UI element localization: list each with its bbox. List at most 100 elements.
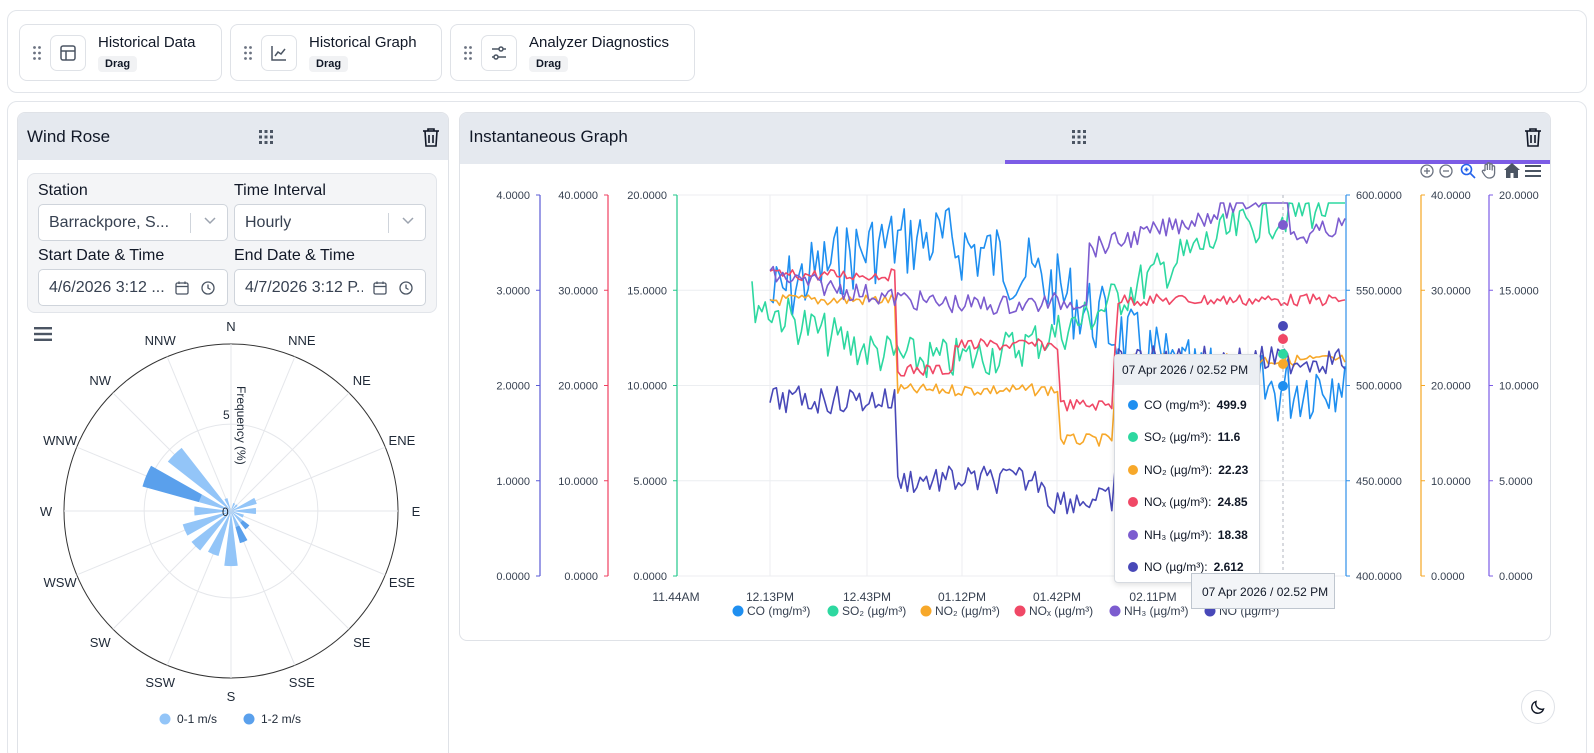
panel-title: Wind Rose: [27, 127, 111, 146]
chart-tooltip: 07 Apr 2026 / 02.52 PM CO (mg/m³): 499.9 …: [1114, 354, 1260, 583]
end-date-input[interactable]: 4/7/2026 3:12 P...: [234, 269, 426, 306]
drag-handle-icon[interactable]: [243, 45, 253, 61]
rose-direction-label: WSW: [43, 575, 77, 590]
rose-petal: [191, 511, 231, 551]
rose-petal: [231, 497, 257, 511]
home-reset-icon[interactable]: [1504, 163, 1520, 178]
selection-zoom-icon[interactable]: [1460, 163, 1476, 179]
radial-tick-0: 0: [222, 505, 229, 519]
drag-badge: Drag: [529, 56, 569, 72]
rose-petal: [207, 511, 231, 557]
drag-handle-icon[interactable]: [32, 45, 42, 61]
moon-icon: [1531, 700, 1545, 714]
pan-hand-icon[interactable]: [1481, 162, 1497, 179]
wind-rose-panel: Wind Rose Station Barrackpore, S... Time…: [17, 112, 449, 753]
panel-header: Wind Rose: [18, 113, 448, 160]
radial-axis-label: Frequency (%): [234, 386, 248, 465]
grid-drag-icon[interactable]: [258, 129, 274, 145]
widget-chip-historical-data[interactable]: Historical Data Drag: [19, 24, 222, 81]
station-label: Station: [38, 182, 88, 199]
rose-petal: [224, 511, 238, 567]
start-date-input[interactable]: 4/6/2026 3:12 ...: [38, 269, 228, 306]
station-value: Barrackpore, S...: [49, 214, 170, 231]
rose-spoke: [230, 446, 386, 512]
tooltip-row-nh3: NH₃ (µg/m³): 18.38: [1128, 528, 1248, 542]
chevron-down-icon: [204, 217, 216, 225]
panel-title: Instantaneous Graph: [469, 127, 628, 146]
trash-icon[interactable]: [422, 127, 440, 147]
drag-badge: Drag: [98, 56, 138, 72]
grid-drag-icon[interactable]: [1071, 129, 1087, 145]
tooltip-row-so2: SO₂ (µg/m³): 11.6: [1128, 430, 1240, 444]
widget-chip-analyzer-diagnostics[interactable]: Analyzer Diagnostics Drag: [450, 24, 695, 81]
rose-direction-label: ESE: [389, 575, 415, 590]
interval-value: Hourly: [245, 214, 292, 231]
clock-icon[interactable]: [201, 281, 215, 295]
widget-toolbar: Historical Data Drag Historical Graph Dr…: [7, 10, 1587, 93]
rose-petal: [224, 498, 231, 511]
widget-chip-historical-graph[interactable]: Historical Graph Drag: [230, 24, 442, 81]
rose-direction-label: NE: [353, 373, 371, 388]
tooltip-row-no: NO (µg/m³): 2.612: [1128, 560, 1244, 574]
rose-petal: [231, 504, 238, 511]
legend-label: 0-1 m/s: [177, 712, 217, 726]
rose-petal: [231, 511, 240, 528]
theme-toggle-button[interactable]: [1521, 690, 1555, 724]
rose-direction-label: E: [412, 504, 421, 519]
zoom-in-icon[interactable]: [1420, 164, 1434, 178]
table-icon: [50, 35, 86, 71]
rose-spoke: [166, 356, 232, 512]
rose-petal: [231, 507, 257, 515]
wind-rose-chart: N NNE NE ENE E ESE SE SSE S SSW SW WSW W WNW NW NNW 5 0 Fr…: [40, 319, 421, 726]
panel-header: Instantaneous Graph: [460, 113, 1550, 160]
rose-petal: [235, 525, 248, 544]
legend-marker: [243, 713, 255, 725]
clock-icon[interactable]: [399, 281, 413, 295]
rose-petal: [167, 447, 231, 511]
rose-direction-label: W: [40, 504, 53, 519]
rose-spoke: [230, 356, 296, 512]
calendar-icon[interactable]: [175, 281, 189, 295]
drag-handle-icon[interactable]: [463, 45, 473, 61]
rose-direction-label: NNW: [145, 333, 177, 348]
interval-label: Time Interval: [234, 182, 326, 199]
rose-spoke: [230, 392, 350, 512]
rose-direction-label: N: [226, 319, 235, 334]
radial-tick-5: 5: [223, 408, 230, 422]
drag-badge: Drag: [309, 56, 349, 72]
start-date-label: Start Date & Time: [38, 247, 165, 264]
line-chart-icon: [261, 35, 297, 71]
rose-petal: [198, 494, 231, 511]
station-select[interactable]: Barrackpore, S...: [38, 204, 228, 241]
rose-petal: [240, 520, 250, 530]
chart-menu-icon[interactable]: [1525, 165, 1541, 177]
tooltip-row-nox: NOₓ (µg/m³): 24.85: [1128, 495, 1248, 509]
end-date-value: 4/7/2026 3:12 P...: [245, 279, 363, 296]
rose-petal: [231, 511, 243, 523]
filter-form: Station Barrackpore, S... Time Interval …: [27, 173, 437, 313]
rose-direction-label: S: [227, 689, 236, 704]
zoom-out-icon[interactable]: [1439, 164, 1453, 178]
end-date-label: End Date & Time: [234, 247, 355, 264]
tooltip-header: 07 Apr 2026 / 02.52 PM: [1115, 355, 1259, 385]
interval-select[interactable]: Hourly: [234, 204, 426, 241]
crosshair-x-label: 07 Apr 2026 / 02.52 PM: [1191, 573, 1335, 609]
legend-marker: [159, 713, 171, 725]
instantaneous-graph-panel: Instantaneous Graph: [459, 112, 1551, 641]
rose-direction-label: SE: [353, 635, 371, 650]
trash-icon[interactable]: [1524, 127, 1542, 147]
rose-petal: [231, 502, 236, 511]
rose-spoke: [230, 510, 386, 576]
chart-menu-icon[interactable]: [34, 327, 52, 341]
widget-title: Historical Graph: [309, 34, 417, 51]
widget-title: Analyzer Diagnostics: [529, 34, 670, 51]
start-date-value: 4/6/2026 3:12 ...: [49, 279, 165, 296]
rose-petal: [231, 511, 244, 518]
calendar-icon[interactable]: [373, 281, 387, 295]
rose-direction-label: ENE: [389, 433, 416, 448]
legend-label: 1-2 m/s: [261, 712, 301, 726]
rose-direction-label: WNW: [43, 433, 78, 448]
rose-petal: [182, 511, 231, 536]
rose-direction-label: SSE: [289, 675, 315, 690]
rose-direction-label: NNE: [288, 333, 316, 348]
